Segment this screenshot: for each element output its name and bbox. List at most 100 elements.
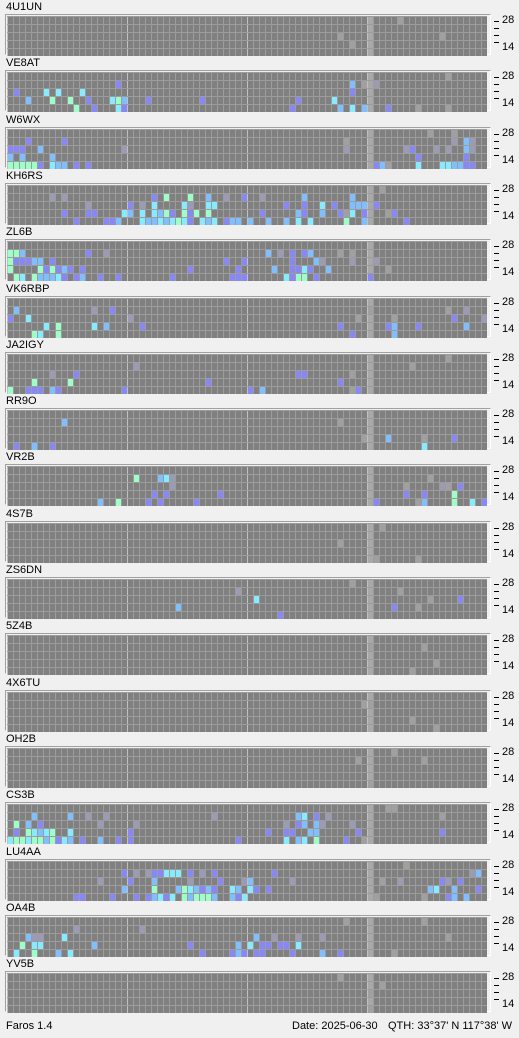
axis-tick	[494, 774, 499, 775]
propagation-grid	[5, 70, 491, 112]
current-time-column	[367, 523, 373, 563]
axis-tick	[494, 141, 499, 142]
propagation-grid	[5, 352, 491, 394]
propagation-grid	[5, 14, 491, 56]
axis-label-28: 28	[502, 127, 515, 139]
beacon-panel-vk6rbp: VK6RBP 28 14	[0, 282, 519, 338]
beacon-callsign: YV5B	[6, 958, 35, 970]
axis-tick	[494, 823, 499, 824]
axis-tick	[494, 84, 499, 85]
axis-tick	[494, 324, 499, 325]
axis-tick	[494, 873, 499, 874]
beacon-callsign: OH2B	[6, 733, 36, 745]
axis-tick	[494, 253, 499, 254]
axis-tick	[494, 978, 499, 979]
axis-tick	[494, 880, 499, 881]
propagation-grid	[5, 746, 491, 788]
axis-tick	[494, 767, 499, 768]
axis-tick	[494, 816, 499, 817]
beacon-panels: 4U1UN 28 14 VE8AT 28 14 W6WX 28 14 KH6RS 28 14 ZL6B 2…	[0, 0, 519, 1013]
axis-tick	[494, 303, 499, 304]
axis-label-28: 28	[502, 577, 515, 589]
axis-tick	[494, 148, 499, 149]
grid-cells	[7, 748, 487, 788]
axis-tick	[494, 640, 499, 641]
qth-text: QTH: 33°37' N 117°38' W	[388, 1020, 513, 1032]
axis-tick	[494, 985, 499, 986]
current-time-column	[367, 185, 373, 225]
axis-label-14: 14	[502, 548, 515, 560]
beacon-panel-zs6dn: ZS6DN 28 14	[0, 563, 519, 619]
axis-label-28: 28	[502, 239, 515, 251]
propagation-grid	[5, 127, 491, 169]
axis-tick	[494, 471, 499, 472]
axis-tick	[494, 211, 499, 212]
current-time-column	[367, 804, 373, 844]
current-time-column	[367, 72, 373, 112]
status-bar: Faros 1.4 Date: 2025-06-30 QTH: 33°37' N…	[0, 1014, 519, 1038]
beacon-callsign: 5Z4B	[6, 620, 33, 632]
axis-tick	[494, 197, 499, 198]
axis-label-14: 14	[502, 435, 515, 447]
axis-label-14: 14	[502, 323, 515, 335]
axis-label-28: 28	[502, 746, 515, 758]
axis-label-14: 14	[502, 41, 515, 53]
beacon-panel-vr2b: VR2B 28 14	[0, 450, 519, 506]
axis-tick	[494, 718, 499, 719]
grid-cells	[7, 16, 487, 56]
beacon-callsign: ZS6DN	[6, 564, 43, 576]
axis-tick	[494, 647, 499, 648]
axis-tick	[494, 415, 499, 416]
app-version: Faros 1.4	[6, 1020, 53, 1032]
current-time-column	[367, 16, 373, 56]
axis-tick	[494, 760, 499, 761]
propagation-grid	[5, 802, 491, 844]
axis-label-28: 28	[502, 70, 515, 82]
beacon-panel-zl6b: ZL6B 28 14	[0, 225, 519, 281]
axis-label-28: 28	[502, 915, 515, 927]
propagation-grid	[5, 296, 491, 338]
axis-tick	[494, 478, 499, 479]
axis-tick	[494, 35, 499, 36]
axis-label-14: 14	[502, 998, 515, 1010]
axis-tick	[494, 422, 499, 423]
axis-label-28: 28	[502, 971, 515, 983]
beacon-callsign: VR2B	[6, 451, 35, 463]
axis-tick	[494, 98, 499, 99]
grid-cells	[7, 241, 487, 281]
axis-tick	[494, 929, 499, 930]
axis-tick	[494, 190, 499, 191]
current-time-column	[367, 298, 373, 338]
current-time-column	[367, 354, 373, 394]
propagation-grid	[5, 464, 491, 506]
beacon-callsign: VE8AT	[6, 57, 41, 69]
beacon-panel-lu4aa: LU4AA 28 14	[0, 845, 519, 901]
axis-tick	[494, 373, 499, 374]
propagation-grid	[5, 408, 491, 450]
grid-cells	[7, 298, 487, 338]
beacon-panel-4u1un: 4U1UN 28 14	[0, 0, 519, 56]
beacon-panel-ja2igy: JA2IGY 28 14	[0, 338, 519, 394]
axis-tick	[494, 28, 499, 29]
axis-tick	[494, 992, 499, 993]
grid-cells	[7, 861, 487, 901]
axis-tick	[494, 809, 499, 810]
current-time-column	[367, 917, 373, 957]
propagation-grid	[5, 690, 491, 732]
axis-tick	[494, 830, 499, 831]
axis-tick	[494, 310, 499, 311]
axis-tick	[494, 704, 499, 705]
axis-tick	[494, 605, 499, 606]
current-time-column	[367, 579, 373, 619]
axis-label-28: 28	[502, 690, 515, 702]
axis-label-28: 28	[502, 521, 515, 533]
axis-label-14: 14	[502, 604, 515, 616]
beacon-callsign: ZL6B	[6, 226, 33, 238]
axis-tick	[494, 246, 499, 247]
axis-label-28: 28	[502, 408, 515, 420]
grid-cells	[7, 692, 487, 732]
axis-tick	[494, 999, 499, 1000]
axis-tick	[494, 155, 499, 156]
axis-tick	[494, 711, 499, 712]
beacon-callsign: CS3B	[6, 789, 35, 801]
